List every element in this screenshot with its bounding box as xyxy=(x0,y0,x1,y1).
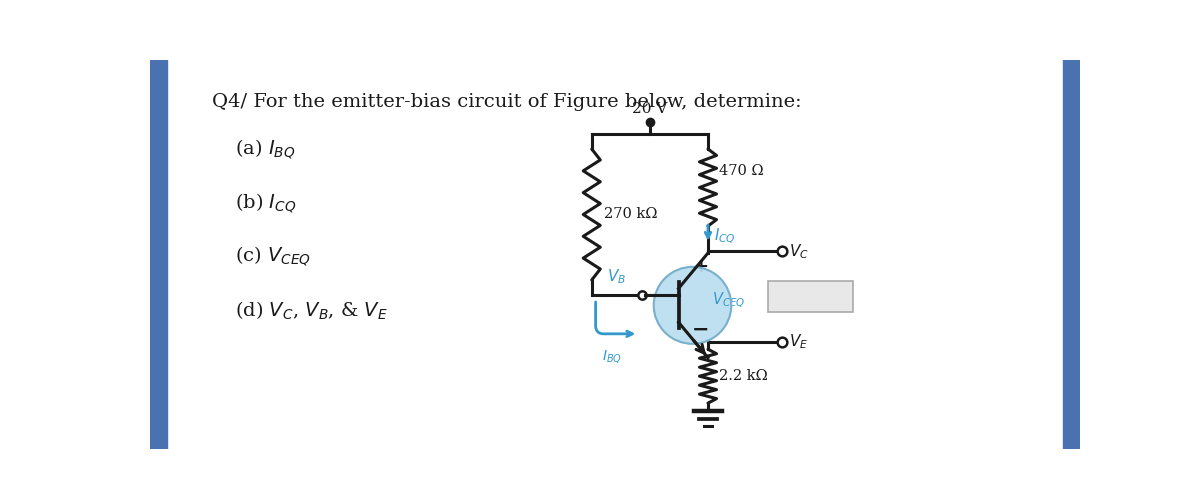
Text: (c) $V_{CEQ}$: (c) $V_{CEQ}$ xyxy=(235,245,311,269)
Text: (a) $I_{BQ}$: (a) $I_{BQ}$ xyxy=(235,138,295,161)
Circle shape xyxy=(654,267,731,344)
Text: 470 Ω: 470 Ω xyxy=(719,164,763,178)
Text: $V_{CEQ}$: $V_{CEQ}$ xyxy=(712,291,745,310)
Text: $V_E$: $V_E$ xyxy=(788,332,808,351)
Text: $V_B$: $V_B$ xyxy=(607,268,626,286)
Text: −: − xyxy=(691,319,709,339)
Text: β= 125: β= 125 xyxy=(782,289,838,303)
Text: Q4/ For the emitter-bias circuit of Figure below, determine:: Q4/ For the emitter-bias circuit of Figu… xyxy=(212,93,802,111)
Text: $I_{CQ}$: $I_{CQ}$ xyxy=(714,226,736,245)
Text: 20 V: 20 V xyxy=(632,102,667,116)
Text: $I_{BQ}$: $I_{BQ}$ xyxy=(602,348,622,365)
Text: 2.2 kΩ: 2.2 kΩ xyxy=(719,369,768,383)
Text: (b) $I_{CQ}$: (b) $I_{CQ}$ xyxy=(235,192,296,215)
Text: $V_C$: $V_C$ xyxy=(788,242,809,261)
Text: (d) $V_C$, $V_B$, & $V_E$: (d) $V_C$, $V_B$, & $V_E$ xyxy=(235,299,388,322)
Text: +: + xyxy=(692,258,708,276)
Text: 270 kΩ: 270 kΩ xyxy=(604,208,658,221)
Bar xyxy=(150,60,167,449)
FancyBboxPatch shape xyxy=(768,281,853,312)
Bar xyxy=(1063,60,1080,449)
